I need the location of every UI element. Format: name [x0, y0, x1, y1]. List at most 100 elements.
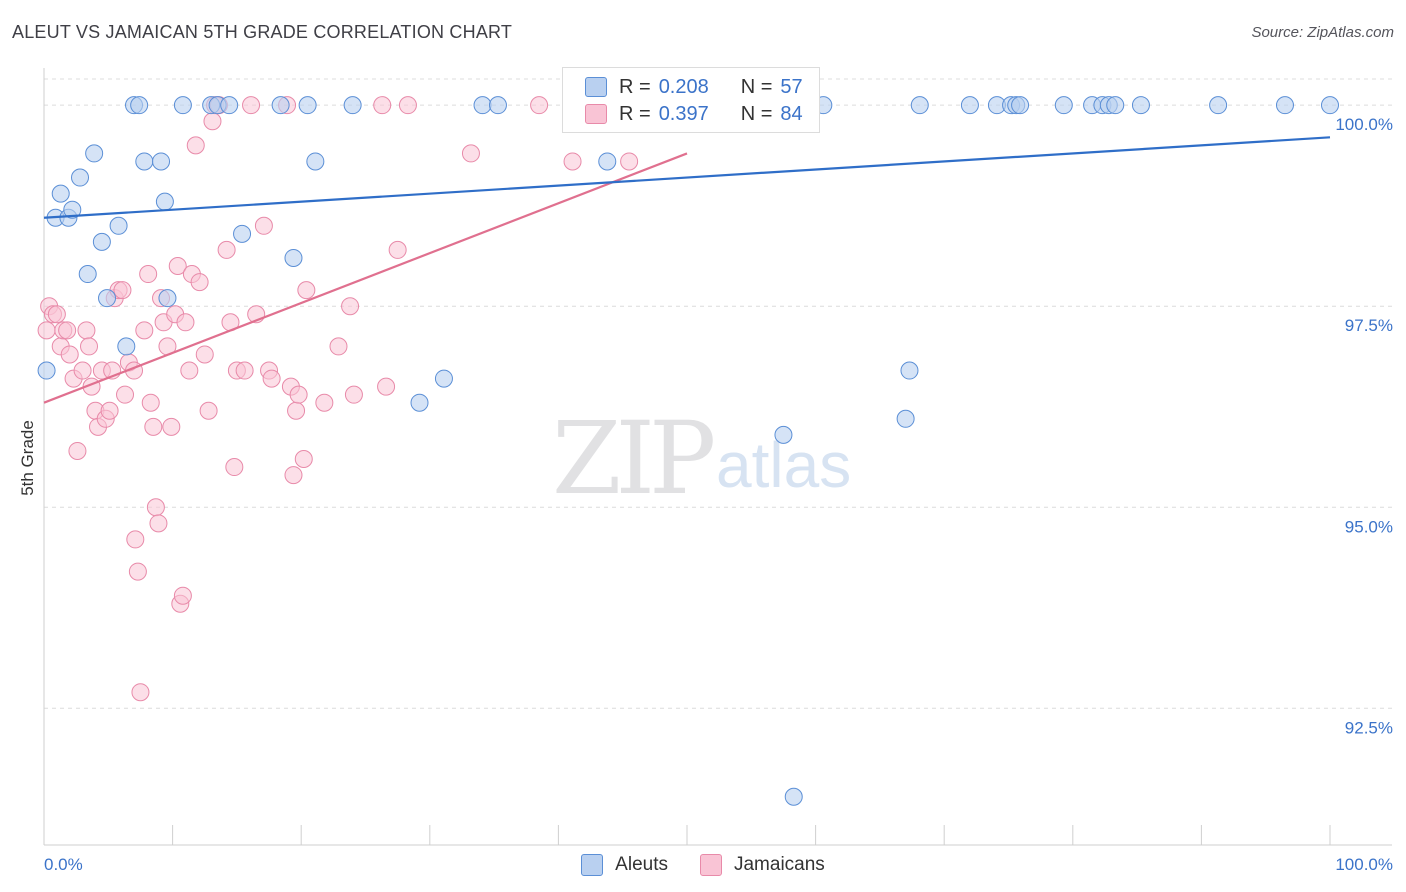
trend-lines	[43, 136, 1331, 404]
jamaicans-swatch	[585, 104, 607, 124]
aleut-point	[298, 96, 317, 115]
aleuts-trend-line	[43, 136, 1331, 219]
aleut-point	[1011, 96, 1030, 115]
aleut-point	[410, 393, 429, 412]
legend-item-jamaicans[interactable]: Jamaicans	[699, 854, 825, 876]
aleut-point	[158, 289, 177, 308]
jamaican-point	[461, 144, 480, 163]
jamaican-point	[254, 216, 273, 235]
legend-row-jamaicans: R = 0.397 N = 84	[585, 101, 803, 127]
jamaican-point	[116, 385, 135, 404]
aleut-point	[173, 96, 192, 115]
jamaican-point	[297, 281, 316, 300]
jamaican-point	[47, 305, 66, 324]
jamaican-point	[58, 321, 77, 340]
jamaican-point	[37, 321, 56, 340]
aleut-point	[598, 152, 617, 171]
jamaican-point	[180, 361, 199, 380]
y-axis-title: 5th Grade	[18, 420, 37, 496]
jamaican-point	[377, 377, 396, 396]
jamaican-point	[126, 530, 145, 549]
jamaican-point	[139, 265, 158, 284]
jamaicans-legend-swatch	[699, 854, 722, 876]
aleut-point	[85, 144, 104, 163]
source-label: Source: ZipAtlas.com	[1251, 24, 1394, 41]
aleut-point	[130, 96, 149, 115]
jamaicans-points	[37, 96, 662, 702]
y-tick-label: 92.5%	[1345, 718, 1393, 737]
jamaican-point	[173, 586, 192, 605]
jamaican-point	[80, 337, 99, 356]
aleut-point	[910, 96, 929, 115]
r-value: 0.397	[658, 102, 709, 125]
jamaican-point	[68, 441, 87, 460]
aleut-point	[1054, 96, 1073, 115]
jamaican-point	[620, 152, 639, 171]
y-tick-label: 97.5%	[1345, 316, 1393, 335]
x-tick-label-min: 0.0%	[44, 855, 83, 874]
aleut-point	[1321, 96, 1339, 115]
aleut-point	[78, 265, 97, 284]
jamaican-point	[341, 297, 360, 316]
jamaican-point	[149, 514, 168, 533]
n-label: N =	[740, 102, 773, 125]
series-legend: Aleuts Jamaicans	[0, 852, 1406, 878]
jamaican-point	[128, 562, 147, 581]
jamaican-point	[100, 401, 119, 420]
aleut-point	[1209, 96, 1228, 115]
jamaican-point	[344, 385, 363, 404]
jamaican-point	[530, 96, 549, 115]
jamaican-point	[141, 393, 160, 412]
aleut-point	[1275, 96, 1294, 115]
aleut-point	[284, 248, 303, 267]
jamaican-point	[162, 417, 181, 436]
aleut-point	[109, 216, 128, 235]
aleut-point	[343, 96, 362, 115]
jamaican-point	[294, 450, 313, 468]
aleut-point	[784, 787, 803, 806]
aleut-point	[306, 152, 325, 171]
jamaican-point	[195, 345, 214, 364]
jamaican-point	[146, 498, 165, 517]
aleut-point	[1106, 96, 1125, 115]
aleut-point	[488, 96, 507, 115]
jamaican-point	[186, 136, 205, 155]
jamaican-point	[563, 152, 582, 171]
axes	[43, 68, 1392, 846]
jamaican-point	[203, 112, 222, 131]
jamaican-point	[287, 401, 306, 420]
jamaicans-trend-line	[43, 152, 688, 404]
jamaican-point	[199, 401, 218, 420]
r-label: R =	[619, 75, 651, 98]
aleuts-points	[37, 96, 1339, 806]
jamaican-point	[176, 313, 195, 332]
jamaican-point	[225, 458, 244, 477]
aleut-point	[135, 152, 154, 171]
jamaican-point	[131, 683, 150, 702]
jamaican-point	[289, 385, 308, 404]
jamaican-point	[235, 361, 254, 380]
r-label: R =	[619, 102, 651, 125]
jamaican-point	[373, 96, 392, 115]
n-value: 57	[780, 75, 803, 98]
aleut-point	[51, 184, 70, 203]
aleut-point	[63, 200, 82, 219]
jamaican-point	[190, 273, 209, 292]
aleut-point	[434, 369, 453, 388]
aleut-point	[774, 425, 793, 444]
jamaican-point	[135, 321, 154, 340]
aleut-point	[271, 96, 290, 115]
aleut-point	[473, 96, 492, 115]
aleut-point	[233, 224, 252, 243]
stats-legend: R = 0.208 N = 57 R = 0.397 N = 84	[562, 67, 820, 133]
jamaican-point	[315, 393, 334, 412]
aleut-point	[117, 337, 136, 356]
aleut-point	[37, 361, 56, 380]
jamaican-point	[60, 345, 79, 364]
legend-item-aleuts[interactable]: Aleuts	[581, 854, 668, 876]
aleut-point	[98, 289, 117, 308]
aleut-point	[155, 192, 174, 211]
y-tick-label: 100.0%	[1335, 115, 1393, 134]
aleut-point	[71, 168, 90, 187]
